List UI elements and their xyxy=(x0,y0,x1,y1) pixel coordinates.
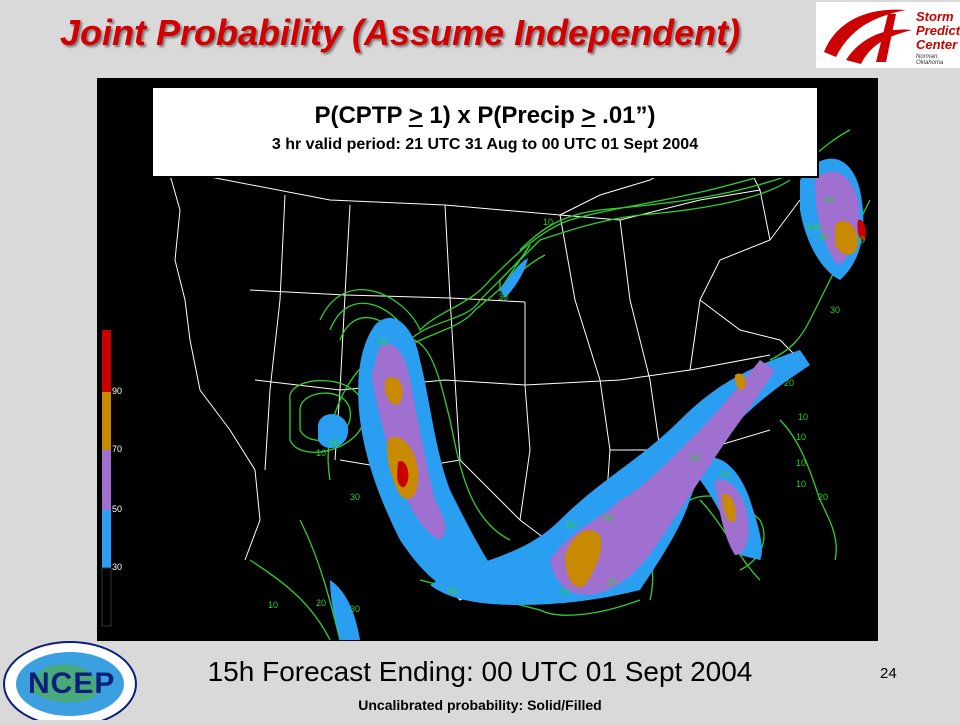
fill-red-west xyxy=(397,461,409,488)
header-formula-ge1: > xyxy=(408,102,423,129)
map-graphic: 90 70 50 30 xyxy=(101,129,871,641)
contour-label: 50 xyxy=(690,453,700,463)
contour-label: 50 xyxy=(604,513,614,523)
spc-logo: Storm Prediction Center Norman, Oklahoma xyxy=(816,2,960,68)
probability-fills xyxy=(318,158,867,640)
contour-label: 50 xyxy=(378,337,388,347)
contour-lines xyxy=(249,129,871,641)
legend-swatch-orange xyxy=(102,392,111,450)
fill-orange-fl xyxy=(722,494,736,523)
legend-swatch-black xyxy=(101,567,112,627)
contour-label: 50 xyxy=(330,438,340,448)
contour-label: 20 xyxy=(784,378,794,388)
contour-label: 50 xyxy=(448,586,458,596)
fill-blue-ne xyxy=(500,258,528,298)
header-formula-part1: P(CPTP xyxy=(314,102,409,129)
contour-label: 10 xyxy=(796,479,806,489)
contour-label: 10 xyxy=(268,600,278,610)
ncep-globe-icon xyxy=(3,641,137,725)
contour-label: 30 xyxy=(350,492,360,502)
spc-name-line2: Prediction xyxy=(916,23,960,38)
contour-label: 40 xyxy=(824,195,834,205)
contour-label: 30 xyxy=(498,292,508,302)
header-valid-period: 3 hr valid period: 21 UTC 31 Aug to 00 U… xyxy=(271,136,699,153)
contour-label: 10 xyxy=(796,458,806,468)
contour-label: 10 xyxy=(798,412,808,422)
legend-swatch-red xyxy=(102,330,111,392)
contour-label: 70 xyxy=(560,587,570,597)
spc-name-line3: Center xyxy=(916,37,958,52)
contour-label: 10 xyxy=(543,217,553,227)
legend-label-50: 50 xyxy=(112,504,122,514)
slide-number: 24 xyxy=(880,665,897,682)
fill-orange-ne xyxy=(835,221,858,255)
legend-label-30: 30 xyxy=(112,562,122,572)
contour-label: 20 xyxy=(818,232,828,242)
legend-label-70: 70 xyxy=(112,444,122,454)
header-formula-part3: .01”) xyxy=(595,102,656,129)
contour-label: 70 xyxy=(720,470,730,480)
contour-label: 20 xyxy=(818,492,828,502)
contour-label: 30 xyxy=(830,305,840,315)
forecast-caption: 15h Forecast Ending: 00 UTC 01 Sept 2004 xyxy=(207,656,753,687)
contour-label: 10 xyxy=(316,448,326,458)
contour-label: 30 xyxy=(350,604,360,614)
contour-label: 10 xyxy=(796,432,806,442)
map-header-box: P(CPTP > 1) x P(Precip > .01”) 3 hr vali… xyxy=(151,86,819,178)
probability-legend: 90 70 50 30 xyxy=(101,330,122,627)
fill-orange-va xyxy=(734,373,746,390)
header-formula: P(CPTP > 1) x P(Precip > .01”) xyxy=(153,102,817,130)
fill-blue-az xyxy=(330,580,360,640)
contour-label: 50 xyxy=(566,520,576,530)
slide-title: Joint Probability (Assume Independent) xyxy=(60,12,741,53)
contour-label: 100 xyxy=(806,222,821,232)
spc-swoosh-icon xyxy=(824,9,912,64)
legend-swatch-blue xyxy=(102,510,111,568)
fill-orange-west-1 xyxy=(385,377,403,405)
legend-swatch-purple xyxy=(102,450,111,510)
contour-value-labels: 10 20 30 40 50 70 100 10 10 10 10 20 20 … xyxy=(268,195,865,614)
contour-label: 70 xyxy=(855,235,865,245)
header-formula-ge2: > xyxy=(581,102,596,129)
fill-purple-gulf xyxy=(550,360,775,596)
fill-blue-nm xyxy=(318,414,349,449)
ncep-acronym: NCEP xyxy=(28,667,116,700)
calibration-caption: Uncalibrated probability: Solid/Filled xyxy=(358,697,602,713)
spc-location: Norman, Oklahoma xyxy=(916,54,944,66)
legend-label-90: 90 xyxy=(112,386,122,396)
state-borders xyxy=(169,149,801,601)
fill-orange-gulf xyxy=(565,530,602,587)
fill-red-ne xyxy=(857,219,867,241)
header-formula-part2: 1) x P(Precip xyxy=(422,102,582,129)
spc-name-line1: Storm xyxy=(916,9,954,24)
contour-label: 10 xyxy=(607,577,617,587)
contour-label: 20 xyxy=(316,598,326,608)
ncep-logo: NCEP xyxy=(2,640,140,725)
forecast-map: 90 70 50 30 xyxy=(97,78,878,641)
